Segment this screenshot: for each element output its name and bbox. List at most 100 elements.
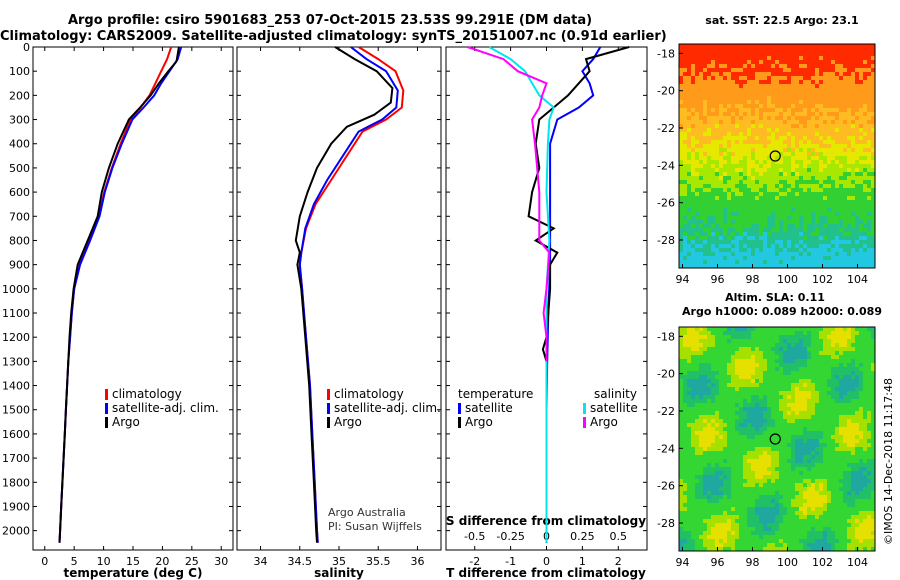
map-cell bbox=[811, 156, 816, 161]
map-cell bbox=[839, 351, 844, 356]
map-cell bbox=[811, 399, 816, 404]
map-cell bbox=[751, 236, 756, 241]
depth-tick-label: 900 bbox=[9, 259, 30, 272]
map-cell bbox=[815, 148, 820, 153]
map-cell bbox=[743, 423, 748, 428]
map-cell bbox=[795, 124, 800, 129]
map-cell bbox=[699, 224, 704, 229]
map-cell bbox=[835, 216, 840, 221]
map-cell bbox=[751, 455, 756, 460]
map-cell bbox=[815, 367, 820, 372]
map-cell bbox=[859, 216, 864, 221]
map-cell bbox=[871, 395, 876, 400]
map-cell bbox=[771, 132, 776, 137]
map-cell bbox=[783, 351, 788, 356]
map-cell bbox=[819, 331, 824, 336]
map-cell bbox=[871, 236, 876, 241]
map-cell bbox=[683, 339, 688, 344]
map-cell bbox=[747, 180, 752, 185]
map-cell bbox=[807, 108, 812, 113]
map-cell bbox=[783, 439, 788, 444]
map-cell bbox=[811, 351, 816, 356]
map-cell bbox=[791, 467, 796, 472]
map-cell bbox=[843, 192, 848, 197]
map-cell bbox=[739, 331, 744, 336]
map-cell bbox=[723, 56, 728, 61]
map-cell bbox=[731, 72, 736, 77]
x-tick-label: 30 bbox=[214, 555, 228, 568]
map-cell bbox=[783, 124, 788, 129]
map-cell bbox=[703, 431, 708, 436]
map-cell bbox=[763, 347, 768, 352]
map-cell bbox=[711, 84, 716, 89]
map-cell bbox=[695, 395, 700, 400]
map-cell bbox=[747, 387, 752, 392]
map-cell bbox=[755, 335, 760, 340]
map-cell bbox=[831, 427, 836, 432]
map-cell bbox=[823, 244, 828, 249]
map-cell bbox=[747, 471, 752, 476]
map-cell bbox=[791, 208, 796, 213]
map-cell bbox=[707, 359, 712, 364]
legend-label: satellite bbox=[465, 401, 513, 415]
map-cell bbox=[723, 475, 728, 480]
map-cell bbox=[719, 331, 724, 336]
map-cell bbox=[735, 487, 740, 492]
map-cell bbox=[863, 256, 868, 261]
map-cell bbox=[791, 248, 796, 253]
map-cell bbox=[715, 196, 720, 201]
map-cell bbox=[707, 48, 712, 53]
map-cell bbox=[783, 128, 788, 133]
map-cell bbox=[787, 160, 792, 165]
map-cell bbox=[851, 48, 856, 53]
map-cell bbox=[799, 327, 804, 332]
map-cell bbox=[831, 335, 836, 340]
map-cell bbox=[699, 447, 704, 452]
map-cell bbox=[707, 471, 712, 476]
map-cell bbox=[715, 156, 720, 161]
map-cell bbox=[823, 395, 828, 400]
map-cell bbox=[831, 44, 836, 49]
map-cell bbox=[779, 136, 784, 141]
map-cell bbox=[711, 355, 716, 360]
map-cell bbox=[755, 196, 760, 201]
map-cell bbox=[775, 403, 780, 408]
map-cell bbox=[699, 375, 704, 380]
map-cell bbox=[779, 196, 784, 201]
map-cell bbox=[851, 475, 856, 480]
map-cell bbox=[727, 68, 732, 73]
map-cell bbox=[807, 172, 812, 177]
map-cell bbox=[863, 132, 868, 137]
map-cell bbox=[735, 196, 740, 201]
map-cell bbox=[807, 419, 812, 424]
map-cell bbox=[851, 188, 856, 193]
map-cell bbox=[863, 355, 868, 360]
map-cell bbox=[759, 104, 764, 109]
map-cell bbox=[807, 92, 812, 97]
figure-title-line-2: Climatology: CARS2009. Satellite-adjuste… bbox=[0, 29, 667, 44]
map-cell bbox=[867, 216, 872, 221]
map-cell bbox=[711, 60, 716, 65]
map-cell bbox=[855, 403, 860, 408]
map-cell bbox=[699, 387, 704, 392]
map-cell bbox=[723, 415, 728, 420]
map-cell bbox=[831, 423, 836, 428]
map-cell bbox=[863, 395, 868, 400]
map-cell bbox=[743, 232, 748, 237]
map-cell bbox=[863, 379, 868, 384]
map-cell bbox=[739, 379, 744, 384]
map-cell bbox=[687, 355, 692, 360]
map-cell bbox=[759, 252, 764, 257]
map-cell bbox=[839, 347, 844, 352]
map-cell bbox=[687, 80, 692, 85]
map-cell bbox=[707, 64, 712, 69]
map-cell bbox=[683, 443, 688, 448]
map-cell bbox=[831, 172, 836, 177]
map-cell bbox=[803, 68, 808, 73]
map-cell bbox=[791, 160, 796, 165]
map-cell bbox=[867, 375, 872, 380]
map-cell bbox=[719, 148, 724, 153]
map-cell bbox=[731, 431, 736, 436]
map-cell bbox=[703, 379, 708, 384]
map-cell bbox=[719, 216, 724, 221]
